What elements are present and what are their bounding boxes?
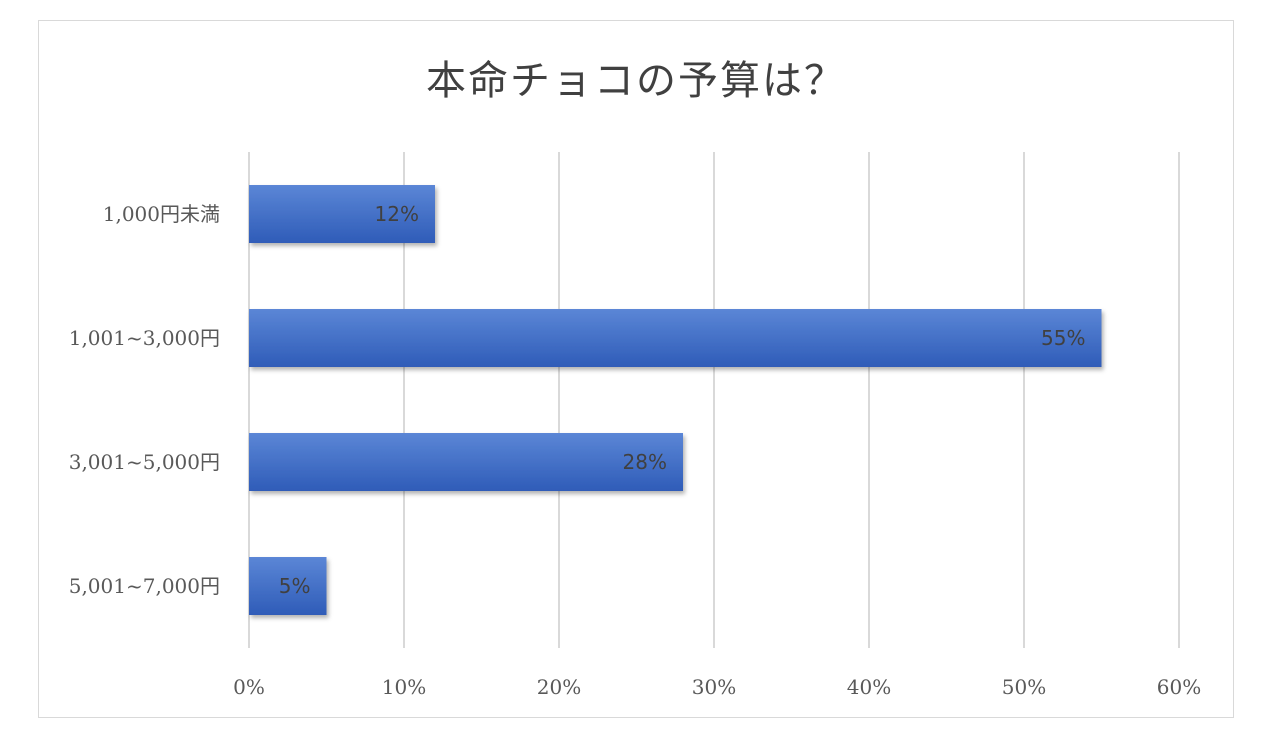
category-label-0: 1,000円未満 — [103, 202, 220, 226]
data-label-1: 55% — [1041, 326, 1085, 350]
category-label-3: 5,001~7,000円 — [69, 574, 220, 598]
x-tick-label-0: 0% — [233, 675, 265, 699]
bar-3 — [249, 557, 327, 615]
x-tick-label-2: 20% — [537, 675, 581, 699]
category-label-2: 3,001~5,000円 — [69, 450, 220, 474]
data-label-0: 12% — [375, 202, 419, 226]
bars — [249, 185, 1102, 615]
x-tick-label-4: 40% — [847, 675, 891, 699]
x-axis-tick-labels: 0% 10% 20% 30% 40% 50% 60% — [233, 675, 1201, 699]
chart-frame — [38, 20, 1234, 718]
y-axis-category-labels: 1,000円未満 1,001~3,000円 3,001~5,000円 5,001~7,… — [69, 202, 220, 598]
bar-1 — [249, 309, 1102, 367]
category-label-1: 1,001~3,000円 — [69, 326, 220, 350]
data-label-3: 5% — [279, 574, 311, 598]
chart-title: 本命チョコの予算は？ — [426, 58, 846, 104]
x-tick-label-1: 10% — [382, 675, 426, 699]
data-label-2: 28% — [623, 450, 667, 474]
bar-2 — [249, 433, 683, 491]
x-tick-label-3: 30% — [692, 675, 736, 699]
bar-0 — [249, 185, 435, 243]
data-labels: 12% 55% 28% 5% — [279, 202, 1086, 598]
x-tick-label-6: 60% — [1157, 675, 1201, 699]
x-tick-label-5: 50% — [1002, 675, 1046, 699]
